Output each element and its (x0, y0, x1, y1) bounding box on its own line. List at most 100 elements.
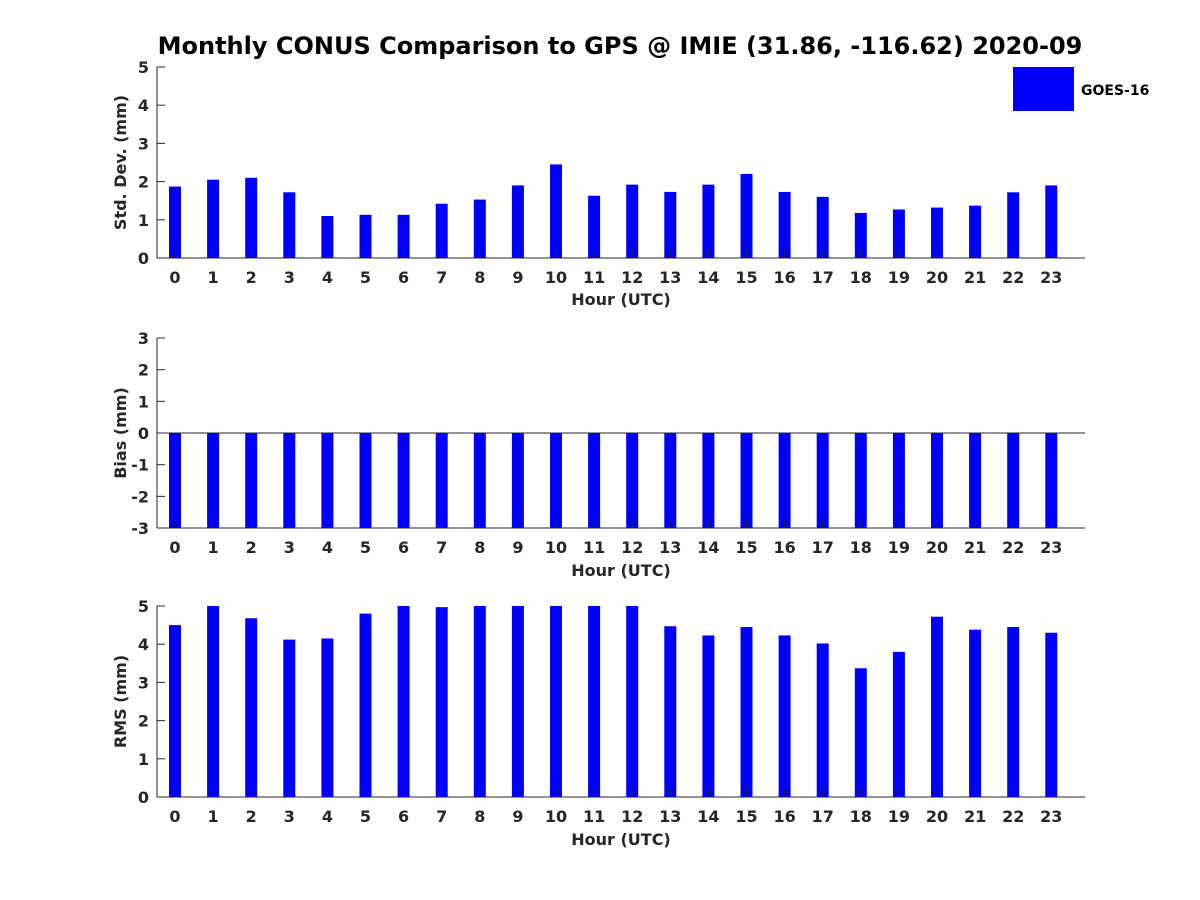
bar-hour-4 (321, 638, 334, 797)
chart-title: Monthly CONUS Comparison to GPS @ IMIE (… (158, 32, 1083, 60)
bar-hour-15 (740, 627, 753, 797)
bar-hour-13 (664, 626, 677, 797)
x-tick-label: 19 (888, 807, 910, 826)
x-tick-label: 17 (812, 807, 834, 826)
legend-swatch-goes-16 (1013, 67, 1074, 111)
bar-hour-5 (359, 613, 372, 797)
x-tick-label: 6 (398, 268, 409, 287)
x-tick-label: 22 (1002, 538, 1024, 557)
x-tick-label: 20 (926, 538, 948, 557)
x-tick-label: 13 (659, 807, 681, 826)
bar-hour-12 (626, 606, 639, 797)
x-tick-label: 17 (812, 268, 834, 287)
x-tick-label: 10 (545, 807, 567, 826)
x-axis-label: Hour (UTC) (571, 561, 671, 580)
bar-hour-20 (931, 207, 943, 258)
y-tick-label: -1 (131, 456, 149, 475)
x-tick-label: 11 (583, 807, 605, 826)
y-tick-label: 4 (138, 635, 149, 654)
x-tick-label: 6 (398, 538, 409, 557)
y-axis-label: Std. Dev. (mm) (111, 95, 130, 230)
bar-hour-11 (588, 606, 601, 797)
bar-hour-15 (740, 173, 753, 258)
bar-hour-19 (892, 433, 905, 528)
bar-hour-8 (473, 433, 486, 528)
bar-hour-1 (207, 179, 220, 258)
bar-hour-16 (778, 433, 791, 528)
y-tick-label: 2 (138, 712, 149, 731)
x-tick-label: 22 (1002, 807, 1024, 826)
y-tick-label: 5 (138, 58, 149, 77)
y-tick-label: 1 (138, 211, 149, 230)
y-tick-label: 3 (138, 673, 149, 692)
x-tick-label: 2 (246, 807, 257, 826)
y-tick-label: 1 (138, 392, 149, 411)
y-tick-label: 2 (138, 361, 149, 380)
bar-hour-3 (283, 639, 296, 797)
x-tick-label: 23 (1040, 807, 1062, 826)
x-tick-label: 5 (360, 538, 371, 557)
x-tick-label: 23 (1040, 268, 1062, 287)
x-tick-label: 4 (322, 807, 333, 826)
bar-hour-17 (816, 196, 829, 258)
x-tick-label: 9 (512, 268, 523, 287)
y-tick-label: 3 (138, 329, 149, 348)
x-tick-label: 0 (169, 268, 180, 287)
bar-hour-9 (511, 185, 524, 258)
bar-hour-22 (1007, 627, 1020, 797)
bar-hour-13 (664, 191, 677, 258)
bar-hour-23 (1045, 185, 1058, 258)
bar-hour-17 (816, 643, 829, 797)
bar-hour-1 (207, 606, 220, 797)
bar-hour-21 (969, 433, 982, 528)
y-tick-label: 2 (138, 173, 149, 192)
y-tick-label: 0 (138, 249, 149, 268)
x-tick-label: 20 (926, 268, 948, 287)
bar-hour-21 (969, 205, 982, 258)
bar-hour-4 (321, 433, 334, 528)
bar-hour-3 (283, 433, 296, 528)
x-tick-label: 2 (246, 268, 257, 287)
bar-hour-1 (207, 433, 220, 528)
bar-hour-10 (550, 433, 562, 528)
bar-hour-11 (588, 195, 601, 258)
bar-hour-3 (283, 192, 296, 258)
x-tick-label: 14 (697, 268, 719, 287)
x-tick-label: 9 (512, 807, 523, 826)
x-tick-label: 21 (964, 538, 986, 557)
bar-hour-23 (1045, 433, 1058, 528)
bar-hour-18 (854, 212, 867, 258)
x-tick-label: 14 (697, 807, 719, 826)
x-tick-label: 16 (773, 538, 795, 557)
x-tick-label: 21 (964, 807, 986, 826)
bar-hour-7 (435, 433, 448, 528)
bar-hour-0 (169, 625, 181, 797)
x-tick-label: 1 (208, 268, 219, 287)
x-tick-label: 11 (583, 268, 605, 287)
bar-hour-9 (511, 433, 524, 528)
y-tick-label: 1 (138, 750, 149, 769)
x-tick-label: 5 (360, 268, 371, 287)
bar-hour-6 (397, 606, 410, 797)
bar-hour-2 (245, 433, 258, 528)
bar-hour-0 (169, 433, 181, 528)
y-tick-label: 0 (138, 788, 149, 807)
y-tick-label: 0 (138, 424, 149, 443)
bar-hour-18 (854, 668, 867, 797)
bar-hour-19 (892, 651, 905, 797)
x-tick-label: 0 (169, 807, 180, 826)
x-tick-label: 15 (735, 807, 757, 826)
x-tick-label: 2 (246, 538, 257, 557)
bar-hour-15 (740, 433, 753, 528)
bar-hour-22 (1007, 192, 1020, 258)
bar-hour-7 (435, 203, 448, 258)
bar-hour-2 (245, 618, 258, 797)
bar-hour-16 (778, 635, 791, 797)
bar-hour-21 (969, 629, 982, 797)
x-tick-label: 4 (322, 538, 333, 557)
x-tick-label: 18 (850, 538, 872, 557)
x-tick-label: 8 (474, 268, 485, 287)
